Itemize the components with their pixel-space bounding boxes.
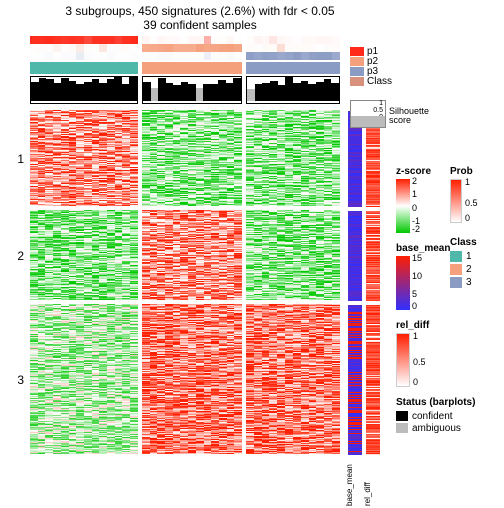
- plot-subtitle: 39 confident samples: [60, 18, 340, 32]
- side-legends: Prob 10.50 Class 123: [450, 166, 477, 289]
- annotation-labels: p1 p2 p3 Class: [350, 46, 392, 86]
- status-legend: Status (barplots) confidentambiguous: [396, 397, 475, 434]
- silhouette-mini-legend: Silhouettescore 1 0.5 0 -0.5: [350, 100, 386, 128]
- silhouette-label: Silhouettescore: [389, 107, 429, 125]
- silhouette-annotation: [30, 76, 340, 104]
- row-annotations: [348, 110, 380, 459]
- probability-annotation: [30, 36, 340, 60]
- expression-heatmap: [30, 110, 340, 459]
- plot-title: 3 subgroups, 450 signatures (2.6%) with …: [60, 4, 340, 18]
- class-legend: Class 123: [450, 237, 477, 289]
- reldiff-legend: rel_diff 10.50: [396, 320, 475, 387]
- prob-legend: Prob 10.50: [450, 166, 477, 223]
- class-annotation: [30, 62, 340, 74]
